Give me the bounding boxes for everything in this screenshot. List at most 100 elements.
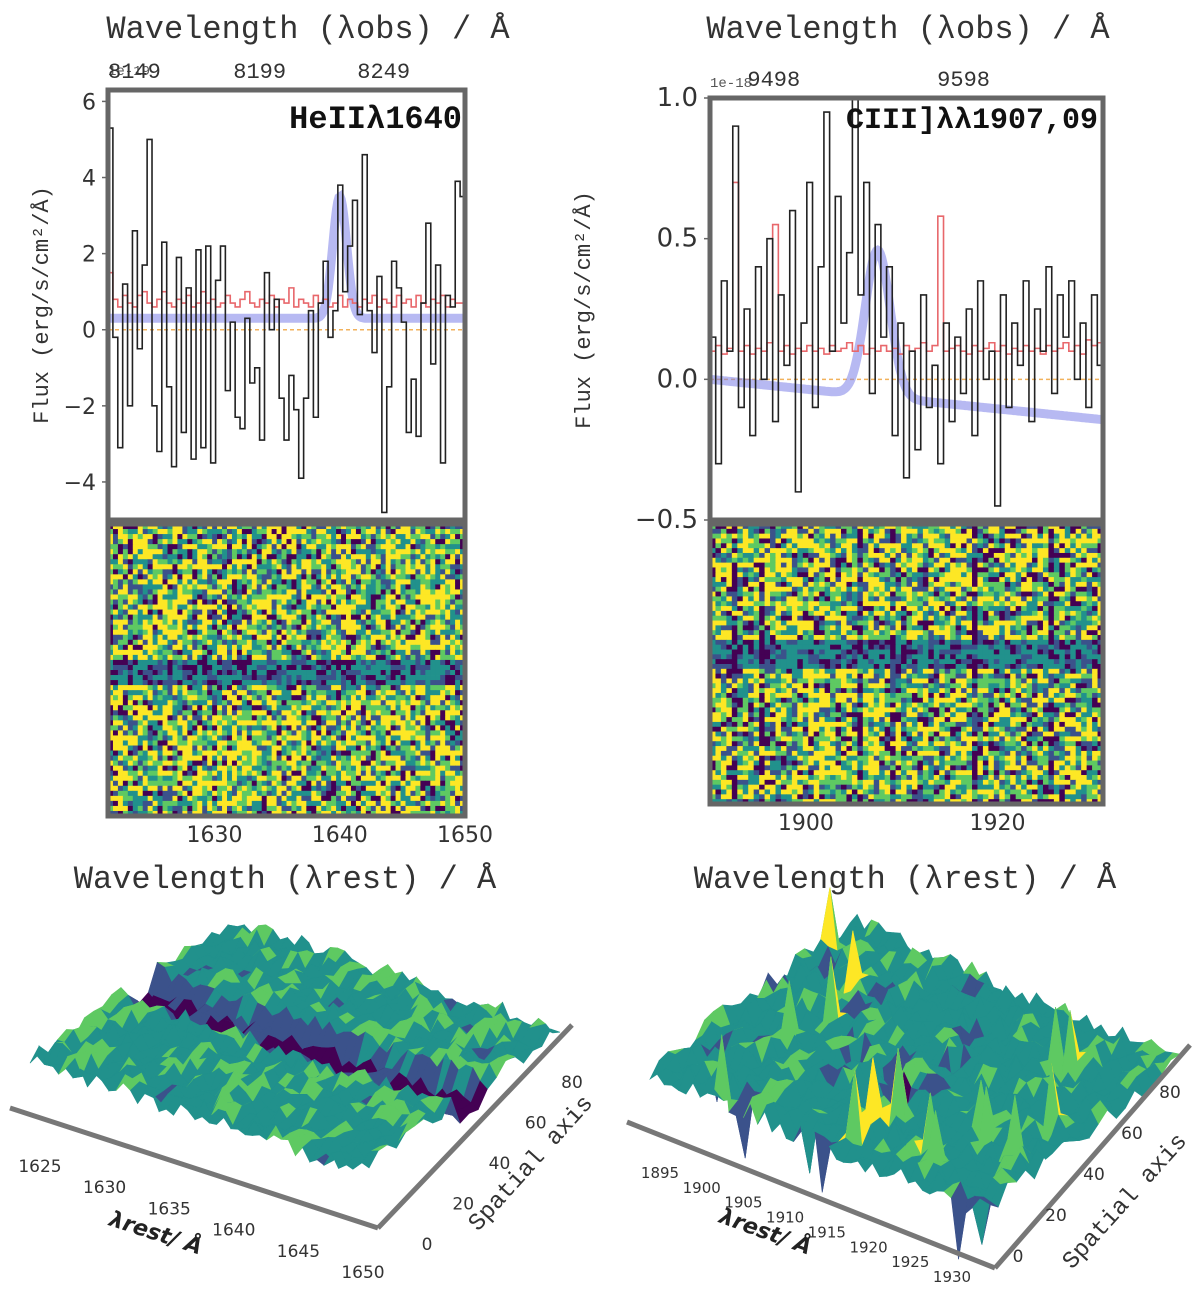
heat-cell (737, 528, 744, 535)
heat-cell (187, 594, 193, 600)
heat-cell (350, 569, 357, 575)
heat-cell (380, 720, 387, 726)
heat-cell (231, 594, 238, 600)
heat-cell (276, 750, 282, 756)
heat-cell (430, 619, 436, 626)
heat-cell (127, 735, 134, 741)
heatmap-frame-a (105, 521, 468, 819)
heat-cell (157, 695, 163, 701)
heat-cell (212, 800, 218, 807)
heat-cell (157, 775, 163, 782)
heat-cell (341, 619, 347, 626)
heat-cell (385, 765, 392, 772)
heat-cell (360, 765, 367, 772)
heat-cell (112, 659, 119, 666)
heat-cell (341, 639, 347, 646)
heat-cell (395, 589, 401, 595)
heat-cell (202, 745, 208, 751)
heat-cell (291, 644, 297, 651)
heat-cell (440, 589, 446, 595)
heat-cell (385, 584, 392, 590)
heat-cell (246, 574, 253, 580)
heat-cell (710, 533, 716, 539)
heat-cell (142, 544, 149, 550)
heat-cell (1037, 567, 1044, 573)
heat-cell (410, 675, 416, 681)
heat-cell (400, 680, 406, 686)
heat-cell (1059, 528, 1066, 535)
heat-cell (440, 639, 446, 646)
heat-cell (212, 574, 218, 580)
heat-cell (420, 795, 426, 802)
heat-cell (395, 609, 401, 616)
heat-cell (197, 735, 203, 741)
heat-cell (127, 534, 134, 540)
heat-cell (350, 745, 357, 751)
heat-cell (231, 705, 238, 711)
heat-cell (360, 604, 367, 610)
heat-cell (1004, 524, 1011, 530)
heat-cell (365, 534, 372, 540)
heat-cell (350, 659, 357, 666)
heat-cell (137, 705, 144, 711)
heat-cell (390, 715, 396, 721)
heat-cell (286, 730, 292, 736)
heat-cell (197, 599, 203, 605)
heat-cell (857, 552, 864, 559)
heat-cell (862, 557, 869, 564)
heat-cell (1086, 543, 1093, 549)
heat-cell (316, 680, 322, 686)
heat-cell (851, 548, 858, 554)
heat-cell (241, 634, 248, 641)
heat-cell (440, 634, 446, 641)
heat-cell (911, 572, 918, 578)
heat-cell (410, 619, 416, 626)
heat-cell (370, 735, 377, 741)
heat-cell (824, 557, 831, 564)
heat-cell (350, 559, 357, 565)
heat-cell (152, 534, 158, 540)
heat-cell (430, 594, 436, 600)
heat-cell (271, 800, 277, 807)
heat-cell (375, 619, 382, 626)
heat-cell (808, 533, 815, 539)
heat-cell (430, 690, 436, 696)
heat-cell (435, 549, 441, 555)
heat-cell (331, 745, 337, 751)
heat-cell (301, 760, 307, 767)
heat-cell (331, 634, 337, 641)
heat-cell (108, 690, 114, 696)
heat-cell (296, 670, 302, 676)
heat-cell (380, 780, 387, 787)
heat-cell (405, 639, 411, 646)
heat-cell (202, 534, 208, 540)
heat-cell (395, 720, 401, 726)
heat-cell (217, 614, 223, 621)
heat-cell (430, 599, 436, 605)
heat-cell (177, 780, 183, 787)
heat-cell (316, 639, 322, 646)
heat-cell (873, 548, 880, 554)
heat-cell (873, 557, 880, 564)
heat-cell (1010, 533, 1017, 539)
heat-cell (1010, 548, 1017, 554)
heat-cell (182, 700, 188, 706)
heat-cell (227, 579, 233, 585)
heat-cell (385, 574, 392, 580)
heat-cell (435, 765, 441, 772)
heat-cell (748, 533, 755, 539)
heat-cell (440, 725, 446, 731)
heat-cell (256, 805, 263, 812)
heat-cell (236, 785, 243, 792)
heat-cell (256, 715, 263, 721)
heat-cell (117, 785, 124, 792)
heat-cell (346, 690, 352, 696)
heat-cell (311, 700, 317, 706)
heat-cell (197, 579, 203, 585)
heat-cell (187, 720, 193, 726)
heat-cell (301, 710, 307, 716)
heat-cell (375, 705, 382, 711)
heat-cell (157, 725, 163, 731)
heat-cell (231, 675, 238, 681)
heat-cell (365, 614, 372, 621)
